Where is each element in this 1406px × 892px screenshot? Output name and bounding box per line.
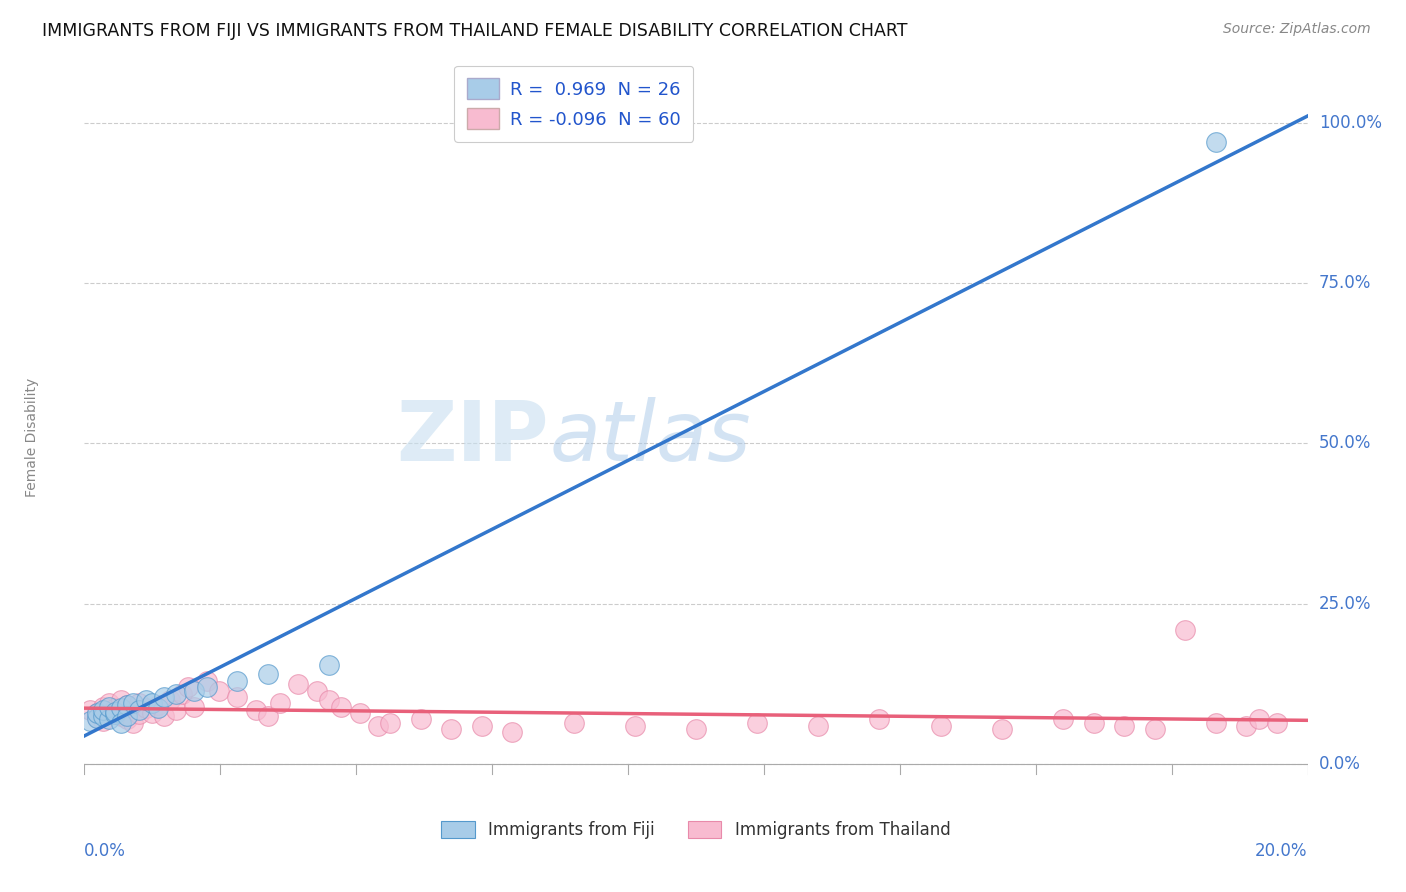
Point	[226, 673, 249, 688]
Point	[122, 703, 145, 717]
Point	[685, 722, 707, 736]
Point	[349, 706, 371, 720]
Point	[1236, 719, 1258, 733]
Point	[110, 715, 132, 730]
Point	[318, 657, 340, 672]
Point	[869, 712, 891, 726]
Point	[380, 715, 402, 730]
Point	[104, 707, 127, 722]
Text: 20.0%: 20.0%	[1256, 842, 1308, 860]
Point	[110, 709, 132, 723]
Point	[245, 703, 267, 717]
Point	[79, 703, 101, 717]
Point	[562, 715, 585, 730]
Point	[183, 699, 205, 714]
Point	[91, 699, 114, 714]
Point	[153, 690, 176, 704]
Point	[172, 687, 194, 701]
Point	[195, 681, 218, 695]
Point	[97, 712, 120, 726]
Point	[318, 693, 340, 707]
Point	[86, 711, 108, 725]
Point	[128, 697, 150, 711]
Point	[110, 693, 132, 707]
Text: Female Disability: Female Disability	[24, 377, 38, 497]
Point	[807, 719, 830, 733]
Point	[177, 681, 200, 695]
Point	[1205, 715, 1227, 730]
Text: 0.0%: 0.0%	[84, 842, 127, 860]
Point	[79, 714, 101, 728]
Text: Source: ZipAtlas.com: Source: ZipAtlas.com	[1223, 22, 1371, 37]
Point	[128, 703, 150, 717]
Point	[141, 706, 163, 720]
Point	[141, 697, 163, 711]
Point	[86, 706, 108, 720]
Point	[1143, 722, 1166, 736]
Point	[991, 722, 1014, 736]
Text: atlas: atlas	[550, 397, 751, 477]
Point	[128, 707, 150, 722]
Point	[330, 699, 353, 714]
Text: IMMIGRANTS FROM FIJI VS IMMIGRANTS FROM THAILAND FEMALE DISABILITY CORRELATION C: IMMIGRANTS FROM FIJI VS IMMIGRANTS FROM …	[42, 22, 908, 40]
Point	[502, 725, 524, 739]
Point	[146, 698, 169, 713]
Point	[1114, 719, 1136, 733]
Point	[1265, 715, 1288, 730]
Text: 75.0%: 75.0%	[1319, 274, 1371, 292]
Text: 50.0%: 50.0%	[1319, 434, 1371, 452]
Point	[440, 722, 463, 736]
Point	[135, 693, 157, 707]
Point	[97, 707, 120, 722]
Point	[269, 697, 291, 711]
Point	[115, 708, 138, 723]
Point	[115, 698, 138, 713]
Point	[91, 714, 114, 728]
Point	[195, 673, 218, 688]
Point	[104, 705, 127, 719]
Point	[91, 703, 114, 717]
Point	[97, 699, 120, 714]
Point	[287, 677, 309, 691]
Point	[409, 712, 432, 726]
Point	[104, 701, 127, 715]
Text: ZIP: ZIP	[396, 397, 550, 477]
Point	[226, 690, 249, 704]
Point	[1083, 715, 1105, 730]
Legend: Immigrants from Fiji, Immigrants from Thailand: Immigrants from Fiji, Immigrants from Th…	[434, 814, 957, 846]
Point	[1052, 712, 1074, 726]
Point	[115, 698, 138, 713]
Text: 100.0%: 100.0%	[1319, 113, 1382, 132]
Point	[1247, 712, 1270, 726]
Point	[146, 701, 169, 715]
Point	[86, 706, 108, 720]
Point	[257, 709, 280, 723]
Point	[1205, 135, 1227, 149]
Text: 0.0%: 0.0%	[1319, 756, 1361, 773]
Point	[110, 701, 132, 715]
Point	[257, 667, 280, 681]
Point	[97, 697, 120, 711]
Point	[153, 709, 176, 723]
Point	[122, 697, 145, 711]
Point	[115, 712, 138, 726]
Point	[1174, 623, 1197, 637]
Point	[104, 705, 127, 719]
Point	[471, 719, 494, 733]
Point	[183, 683, 205, 698]
Point	[165, 687, 187, 701]
Point	[305, 683, 328, 698]
Point	[929, 719, 952, 733]
Text: 25.0%: 25.0%	[1319, 595, 1371, 613]
Point	[159, 693, 181, 707]
Point	[122, 715, 145, 730]
Point	[165, 703, 187, 717]
Point	[747, 715, 769, 730]
Point	[624, 719, 647, 733]
Point	[91, 709, 114, 723]
Point	[367, 719, 389, 733]
Point	[86, 711, 108, 725]
Point	[208, 683, 231, 698]
Point	[135, 701, 157, 715]
